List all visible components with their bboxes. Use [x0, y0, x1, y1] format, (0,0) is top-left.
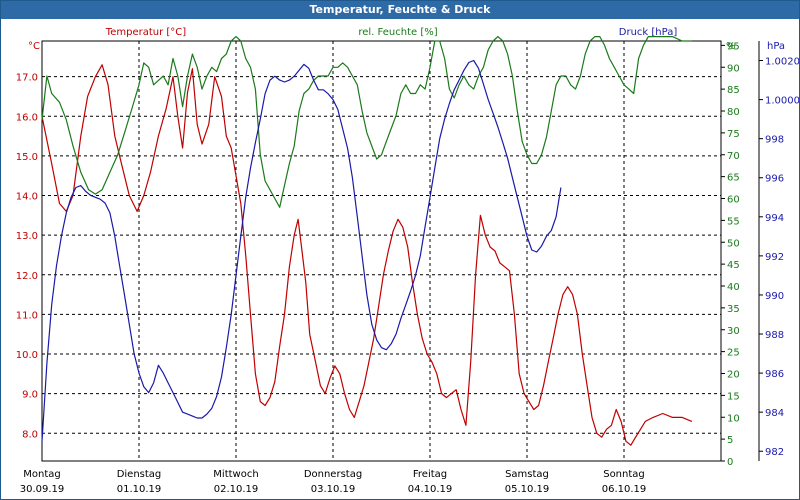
y-tick-label-temperature: 9.0: [22, 390, 38, 401]
x-tick-label-date: 01.10.19: [117, 484, 162, 495]
y-tick-label-humidity: 0: [727, 457, 733, 468]
axis-unit-temperature: °C: [28, 41, 40, 52]
y-tick-label-humidity: 50: [727, 238, 740, 249]
x-tick-label-date: 03.10.19: [311, 484, 356, 495]
x-tick-label-day: Sonntag: [603, 469, 645, 480]
y-tick-label-temperature: 17.0: [16, 73, 38, 84]
axis-title-humidity: rel. Feuchte [%]: [358, 27, 437, 38]
y-tick-label-humidity: 70: [727, 151, 740, 162]
series-line-druck: [41, 59, 562, 442]
y-tick-label-humidity: 40: [727, 282, 740, 293]
x-tick-label-day: Montag: [23, 469, 60, 480]
axis-unit-pressure: hPa: [767, 41, 785, 52]
x-tick-label-day: Mittwoch: [213, 469, 258, 480]
y-tick-label-humidity: 75: [727, 129, 740, 140]
y-tick-label-pressure: 1.002000: [765, 57, 799, 68]
window-title: Temperatur, Feuchte & Druck: [1, 1, 799, 19]
y-tick-label-humidity: 45: [727, 260, 740, 271]
y-tick-label-temperature: 12.0: [16, 271, 38, 282]
y-tick-label-humidity: 20: [727, 370, 740, 381]
y-tick-label-humidity: 95: [727, 41, 740, 52]
y-tick-label-pressure: 988: [765, 330, 784, 341]
y-tick-label-pressure: 998: [765, 135, 784, 146]
y-tick-label-pressure: 1.000000: [765, 96, 799, 107]
series-line-temperatur: [41, 64, 693, 446]
y-tick-label-humidity: 5: [727, 435, 733, 446]
y-tick-label-temperature: 8.0: [22, 429, 38, 440]
y-tick-label-humidity: 35: [727, 304, 740, 315]
x-tick-label-day: Dienstag: [117, 469, 162, 480]
y-tick-label-pressure: 982: [765, 447, 784, 458]
series-line-rel-feuchte: [41, 36, 692, 208]
axis-title-pressure: Druck [hPa]: [619, 27, 678, 38]
axis-unit-humidity: %: [726, 41, 736, 52]
y-tick-label-pressure: 992: [765, 252, 784, 263]
y-tick-label-humidity: 90: [727, 63, 740, 74]
y-tick-label-humidity: 55: [727, 216, 740, 227]
x-tick-label-day: Samstag: [505, 469, 549, 480]
y-tick-label-humidity: 80: [727, 107, 740, 118]
y-tick-label-pressure: 994: [765, 213, 784, 224]
y-tick-label-pressure: 984: [765, 408, 784, 419]
y-tick-label-temperature: 14.0: [16, 192, 38, 203]
y-tick-label-humidity: 15: [727, 391, 740, 402]
x-tick-label-date: 06.10.19: [602, 484, 647, 495]
axis-title-temperature: Temperatur [°C]: [105, 27, 186, 38]
y-tick-label-temperature: 13.0: [16, 231, 38, 242]
y-tick-label-pressure: 996: [765, 174, 784, 185]
y-tick-label-temperature: 11.0: [16, 310, 38, 321]
x-tick-label-day: Donnerstag: [304, 469, 362, 480]
x-tick-label-date: 04.10.19: [408, 484, 453, 495]
y-tick-label-humidity: 30: [727, 326, 740, 337]
y-tick-label-pressure: 986: [765, 369, 784, 380]
chart: 8.0 9.0 10.0 11.0 12.0 13.0 14.0 15.0 16.0 17.0 Mo…: [16, 27, 799, 495]
plot-frame: [41, 40, 722, 462]
y-tick-label-temperature: 16.0: [16, 112, 38, 123]
y-tick-label-temperature: 15.0: [16, 152, 38, 163]
y-tick-label-humidity: 65: [727, 173, 740, 184]
x-tick-label-date: 30.09.19: [20, 484, 65, 495]
y-tick-label-humidity: 25: [727, 348, 740, 359]
y-tick-label-humidity: 60: [727, 195, 740, 206]
y-tick-label-humidity: 10: [727, 413, 740, 424]
y-tick-label-humidity: 85: [727, 85, 740, 96]
y-tick-label-temperature: 10.0: [16, 350, 38, 361]
x-tick-label-date: 02.10.19: [214, 484, 259, 495]
x-tick-label-day: Freitag: [413, 469, 447, 480]
x-tick-label-date: 05.10.19: [505, 484, 550, 495]
y-tick-label-pressure: 990: [765, 291, 784, 302]
